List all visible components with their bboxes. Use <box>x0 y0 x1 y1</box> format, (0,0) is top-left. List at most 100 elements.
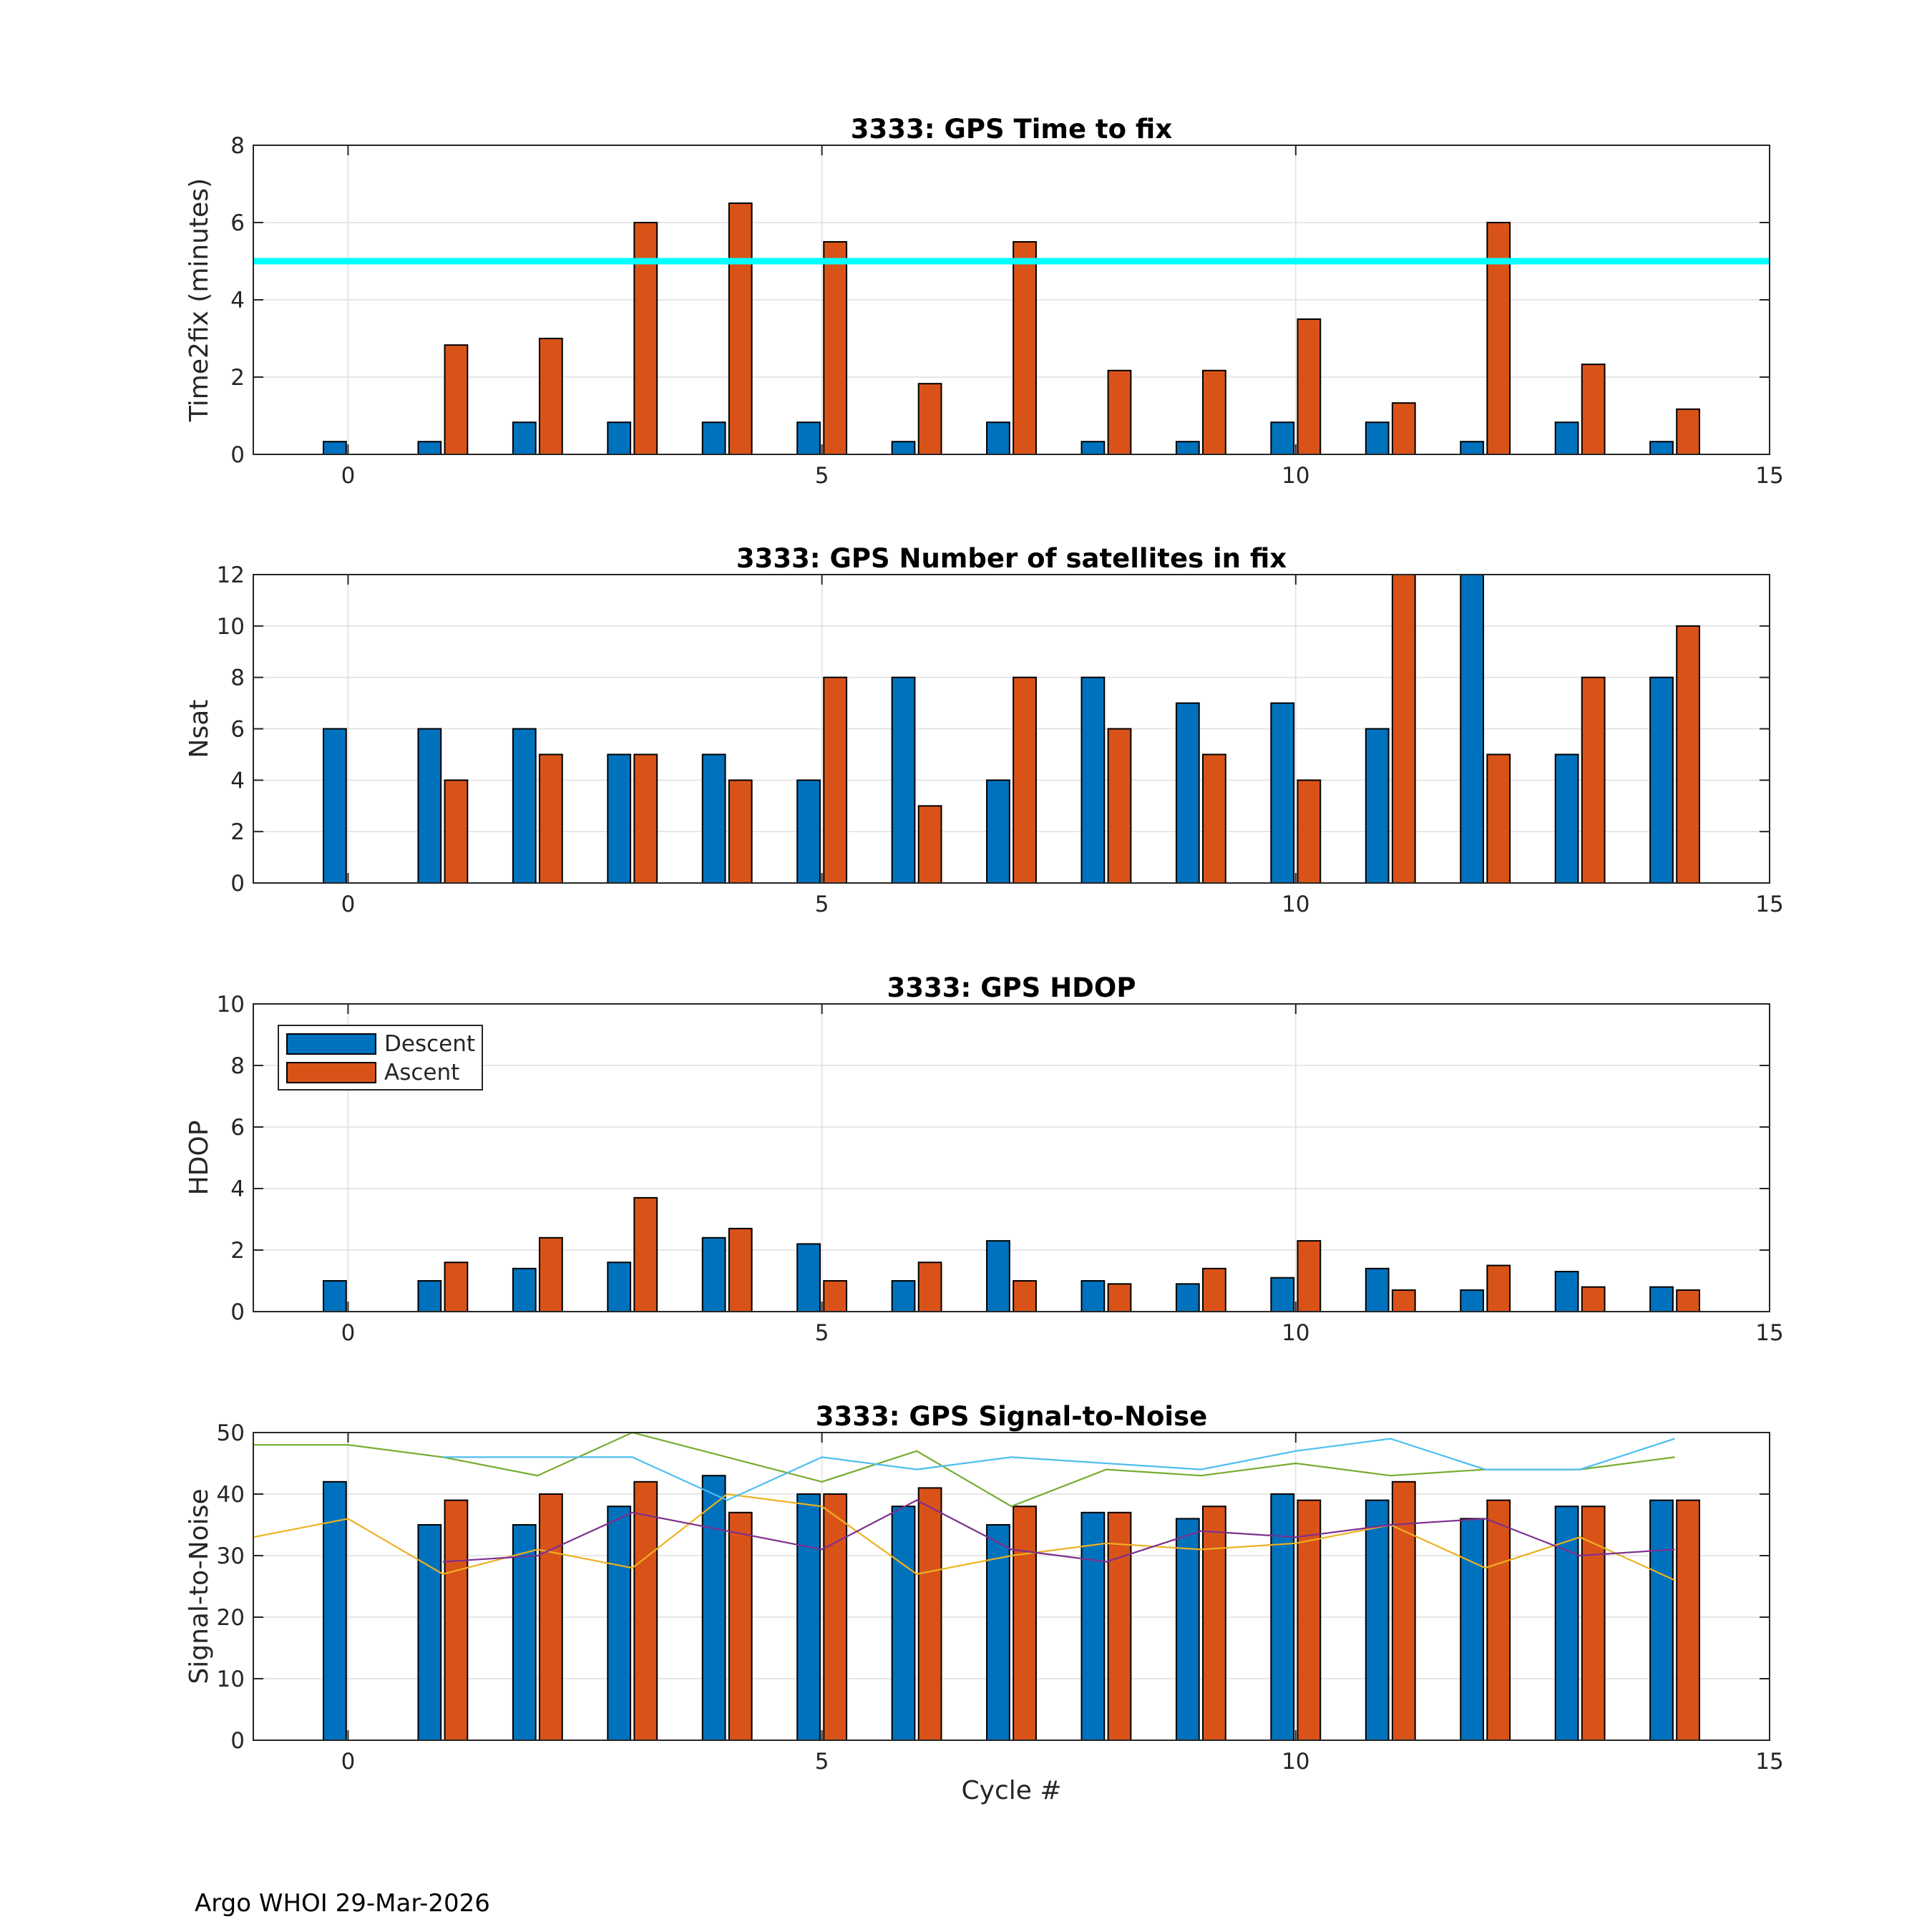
series-ascent <box>444 1196 1700 1313</box>
bar-ascent-cycle-7 <box>1013 1506 1037 1741</box>
bar-ascent-cycle-10 <box>1297 1240 1322 1312</box>
bar-descent-cycle-12 <box>1460 1518 1485 1741</box>
bar-descent-cycle-2 <box>512 1267 537 1313</box>
bar-ascent-cycle-3 <box>633 1196 658 1313</box>
bar-descent-cycle-1 <box>417 441 442 455</box>
y-axis-label: Time2fix (minutes) <box>185 178 214 422</box>
series-ascent <box>444 1480 1700 1742</box>
bar-descent-cycle-1 <box>417 728 442 884</box>
series-descent <box>323 574 1674 884</box>
bar-ascent-cycle-10 <box>1297 779 1322 884</box>
bar-ascent-cycle-2 <box>538 1236 563 1313</box>
bar-ascent-cycle-14 <box>1676 625 1700 884</box>
x-tick-label: 10 <box>1282 463 1309 489</box>
bar-descent-cycle-14 <box>1649 441 1674 455</box>
bar-ascent-cycle-10 <box>1297 318 1322 455</box>
bar-descent-cycle-5 <box>796 421 821 455</box>
legend-label-descent: Descent <box>384 1031 475 1057</box>
x-tick-label: 0 <box>341 463 356 489</box>
bar-ascent-cycle-11 <box>1391 1480 1416 1742</box>
y-tick-label: 4 <box>230 1176 245 1202</box>
panel-3: 0 5 10 15 0 2 4 6 8 10 3333: GPS HDOP HDOP Descent As… <box>185 972 1784 1346</box>
bar-ascent-cycle-6 <box>917 1487 942 1741</box>
y-tick-label: 4 <box>230 768 245 794</box>
bar-descent-cycle-8 <box>1080 441 1106 455</box>
bar-ascent-cycle-5 <box>823 1280 848 1312</box>
bar-ascent-cycle-8 <box>1107 728 1132 884</box>
x-tick-label: 0 <box>341 1749 356 1775</box>
x-tick-label: 5 <box>815 1320 829 1346</box>
y-tick-label: 10 <box>217 992 245 1018</box>
y-tick-label: 30 <box>217 1543 245 1569</box>
bar-ascent-cycle-11 <box>1391 1289 1416 1313</box>
bar-ascent-cycle-9 <box>1202 1506 1226 1741</box>
bar-descent-cycle-3 <box>607 753 632 884</box>
bar-ascent-cycle-6 <box>917 805 942 884</box>
x-tick-label: 15 <box>1755 463 1783 489</box>
bar-descent-cycle-7 <box>986 779 1010 884</box>
y-axis-label: Signal-to-Noise <box>185 1488 214 1684</box>
bar-descent-cycle-1 <box>417 1280 442 1312</box>
bar-descent-cycle-9 <box>1175 702 1200 884</box>
bar-descent-cycle-2 <box>512 728 537 884</box>
panel-title: 3333: GPS Signal-to-Noise <box>816 1401 1207 1432</box>
y-tick-label: 0 <box>230 871 245 897</box>
bar-ascent-cycle-13 <box>1581 364 1606 455</box>
bar-descent-cycle-9 <box>1175 1518 1200 1741</box>
y-tick-label: 10 <box>217 614 245 640</box>
snr-line-3 <box>253 1431 1675 1508</box>
y-tick-label: 6 <box>230 717 245 743</box>
plot-area <box>253 1433 1770 1740</box>
bar-descent-cycle-13 <box>1554 421 1579 455</box>
bar-descent-cycle-13 <box>1554 753 1579 884</box>
bar-descent-cycle-8 <box>1080 1511 1106 1742</box>
bar-ascent-cycle-14 <box>1676 1499 1700 1742</box>
legend-swatch-descent <box>286 1033 376 1055</box>
bar-ascent-cycle-1 <box>444 344 469 455</box>
series-descent <box>323 1236 1674 1313</box>
bar-descent-cycle-4 <box>701 421 726 455</box>
bar-descent-cycle-12 <box>1460 441 1485 455</box>
panel-title: 3333: GPS Time to fix <box>851 114 1173 145</box>
legend: Descent Ascent <box>278 1025 483 1091</box>
bar-descent-cycle-9 <box>1175 441 1200 455</box>
bar-descent-cycle-7 <box>986 1524 1010 1741</box>
bar-descent-cycle-11 <box>1365 421 1390 455</box>
axes-box <box>253 1003 1770 1312</box>
bar-descent-cycle-13 <box>1554 1271 1579 1312</box>
y-tick-label: 20 <box>217 1605 245 1631</box>
y-tick-label: 0 <box>230 1728 245 1754</box>
y-axis-label: Nsat <box>185 700 214 758</box>
bar-ascent-cycle-1 <box>444 779 469 884</box>
y-tick-label: 8 <box>230 133 245 159</box>
bar-descent-cycle-0 <box>323 728 347 884</box>
bar-ascent-cycle-14 <box>1676 1289 1700 1313</box>
bar-ascent-cycle-11 <box>1391 402 1416 455</box>
bar-descent-cycle-14 <box>1649 1499 1674 1742</box>
y-tick-label: 2 <box>230 365 245 391</box>
bar-ascent-cycle-13 <box>1581 676 1606 884</box>
bar-ascent-cycle-4 <box>728 203 753 455</box>
bar-descent-cycle-12 <box>1460 574 1485 884</box>
bar-descent-cycle-11 <box>1365 1267 1390 1313</box>
bar-descent-cycle-11 <box>1365 1499 1390 1742</box>
series-descent <box>323 1475 1674 1742</box>
bar-descent-cycle-5 <box>796 779 821 884</box>
bar-descent-cycle-7 <box>986 421 1010 455</box>
snr-line-1 <box>253 1493 1676 1581</box>
bar-descent-cycle-2 <box>512 421 537 455</box>
bar-descent-cycle-11 <box>1365 728 1390 884</box>
bar-ascent-cycle-8 <box>1107 1283 1132 1313</box>
bar-ascent-cycle-12 <box>1486 1499 1511 1742</box>
bar-ascent-cycle-12 <box>1486 222 1511 455</box>
y-tick-label: 10 <box>217 1667 245 1692</box>
panel-2: 0 5 10 15 0 2 4 6 8 10 12 3333: GPS Number of satel… <box>185 543 1784 917</box>
bar-descent-cycle-0 <box>323 1480 347 1742</box>
bar-ascent-cycle-12 <box>1486 1264 1511 1312</box>
bar-descent-cycle-3 <box>607 1262 632 1312</box>
bar-ascent-cycle-5 <box>823 241 848 455</box>
bar-descent-cycle-14 <box>1649 1286 1674 1312</box>
bar-descent-cycle-6 <box>891 1506 916 1741</box>
bar-ascent-cycle-13 <box>1581 1286 1606 1312</box>
